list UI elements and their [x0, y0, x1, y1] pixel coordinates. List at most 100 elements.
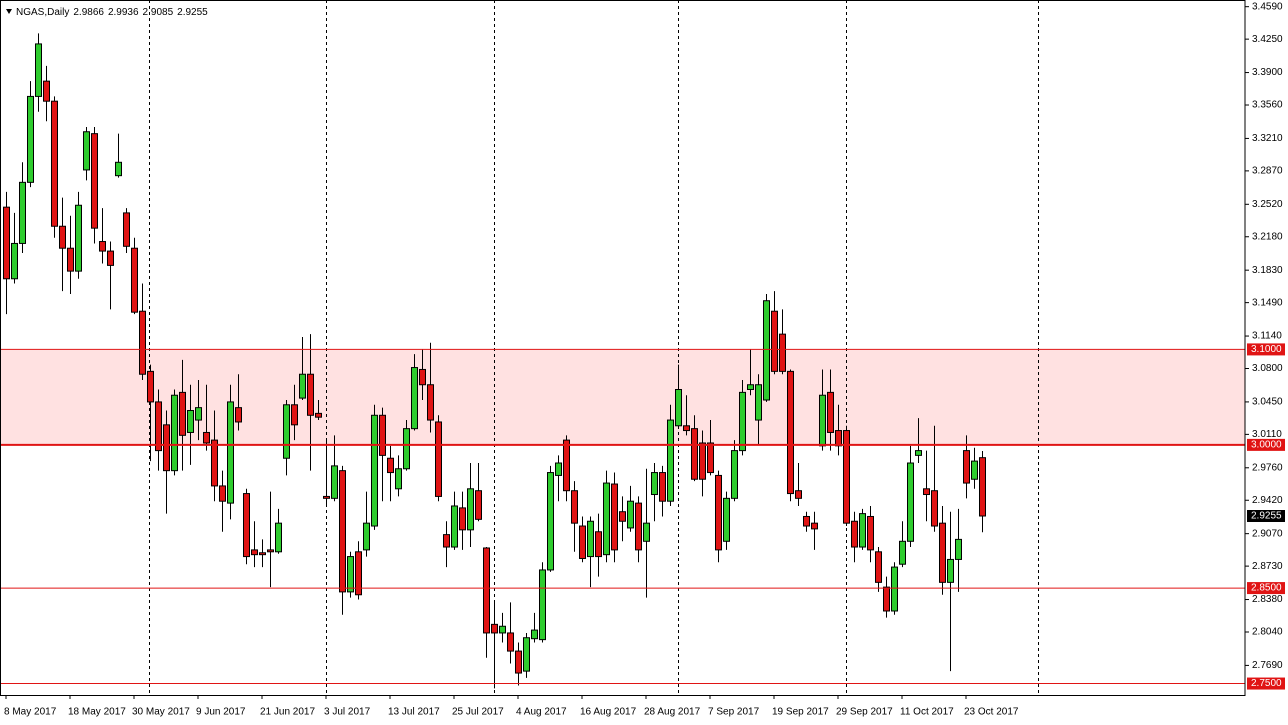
candle-body: [515, 650, 522, 674]
candle-body: [259, 552, 266, 556]
candle-body: [715, 474, 722, 551]
candle-body: [859, 513, 866, 548]
candle-body: [539, 569, 546, 641]
candle-body: [531, 629, 538, 640]
candle-body: [43, 80, 50, 102]
candle-body: [587, 520, 594, 558]
y-tick-label: 3.1140: [1252, 331, 1282, 342]
y-tick-label: 2.8730: [1252, 561, 1283, 572]
candle-body: [851, 520, 858, 548]
last-high: 2.9936: [108, 7, 139, 18]
candle-body: [267, 549, 274, 553]
candle-body: [787, 370, 794, 495]
level-label: 2.8500: [1251, 583, 1282, 594]
candle-body: [227, 401, 234, 504]
y-tick-label: 3.4250: [1252, 34, 1283, 45]
candle-body: [235, 407, 242, 423]
candle-body: [891, 566, 898, 612]
x-tick-label: 4 Aug 2017: [516, 707, 567, 718]
candle-body: [875, 551, 882, 583]
candle-body: [291, 404, 298, 426]
candle-body: [619, 511, 626, 522]
candle-body: [819, 394, 826, 447]
candle-body: [699, 442, 706, 480]
candle-body: [755, 384, 762, 421]
candle-body: [179, 391, 186, 436]
symbol-title: NGAS,Daily: [16, 7, 69, 18]
last-price-label: 2.9255: [1251, 511, 1282, 522]
candle-body: [403, 428, 410, 470]
candle-body: [467, 488, 474, 531]
candle-body: [963, 450, 970, 484]
candle-body: [907, 462, 914, 542]
y-tick-label: 2.7690: [1252, 660, 1283, 671]
level-label: 3.0000: [1251, 440, 1282, 451]
candle-body: [835, 430, 842, 447]
y-tick-label: 3.0450: [1252, 397, 1283, 408]
candle-body: [395, 468, 402, 490]
candle-body: [563, 439, 570, 492]
candle-body: [611, 483, 618, 551]
x-tick-label: 3 Jul 2017: [324, 707, 371, 718]
x-tick-label: 9 Jun 2017: [196, 707, 246, 718]
candle-body: [915, 450, 922, 456]
candle-body: [83, 131, 90, 171]
candle-body: [187, 410, 194, 433]
x-tick-label: 29 Sep 2017: [836, 707, 893, 718]
candle-body: [419, 368, 426, 386]
y-tick-label: 3.2180: [1252, 231, 1283, 242]
candle-body: [491, 623, 498, 634]
y-tick-label: 2.8040: [1252, 627, 1283, 638]
y-tick-label: 3.3900: [1252, 67, 1283, 78]
candle-body: [163, 424, 170, 472]
candle-body: [371, 414, 378, 527]
candle-body: [683, 425, 690, 432]
last-low: 2.9085: [143, 7, 174, 18]
candle-body: [195, 407, 202, 421]
x-tick-label: 30 May 2017: [132, 707, 190, 718]
candle-body: [955, 538, 962, 560]
candle-body: [315, 412, 322, 418]
candle-body: [27, 95, 34, 183]
last-open: 2.9866: [73, 7, 104, 18]
zone: [1, 349, 1245, 445]
level-label-box: [1247, 677, 1285, 690]
level-label: 2.7500: [1251, 678, 1282, 689]
candle-body: [579, 525, 586, 559]
candle-body: [251, 549, 258, 556]
x-tick-label: 13 Jul 2017: [388, 707, 440, 718]
candle-body: [99, 241, 106, 252]
candle-body: [475, 490, 482, 520]
candle-body: [355, 551, 362, 596]
candle-body: [483, 547, 490, 634]
last-price-box: [1247, 509, 1285, 522]
candle-body: [275, 522, 282, 553]
y-tick-label: 3.0800: [1252, 363, 1283, 374]
y-tick-label: 2.9070: [1252, 528, 1283, 539]
candle-body: [451, 505, 458, 548]
main-layer: [0, 33, 1245, 689]
candle-body: [219, 485, 226, 502]
candle-body: [627, 500, 634, 529]
candle-body: [947, 558, 954, 583]
x-tick-label: 11 Oct 2017: [900, 707, 954, 718]
y-tick-label: 3.2870: [1252, 166, 1283, 177]
candle-body: [739, 391, 746, 452]
y-tick-label: 3.2520: [1252, 199, 1283, 210]
x-tick-label: 23 Oct 2017: [964, 707, 1019, 718]
x-tick-label: 28 Aug 2017: [644, 707, 701, 718]
y-tick-label: 2.9420: [1252, 495, 1283, 506]
candle-body: [931, 490, 938, 527]
candle-body: [339, 470, 346, 593]
candle-body: [867, 515, 874, 551]
candle-body: [243, 493, 250, 558]
candle-body: [771, 310, 778, 372]
candle-body: [3, 206, 10, 280]
candle-body: [387, 457, 394, 474]
level-label: 3.1000: [1251, 344, 1282, 355]
y-tick-label: 3.3560: [1252, 100, 1283, 111]
x-tick-label: 21 Jun 2017: [260, 707, 315, 718]
menu-arrow: [6, 9, 12, 14]
candle-body: [107, 250, 114, 266]
